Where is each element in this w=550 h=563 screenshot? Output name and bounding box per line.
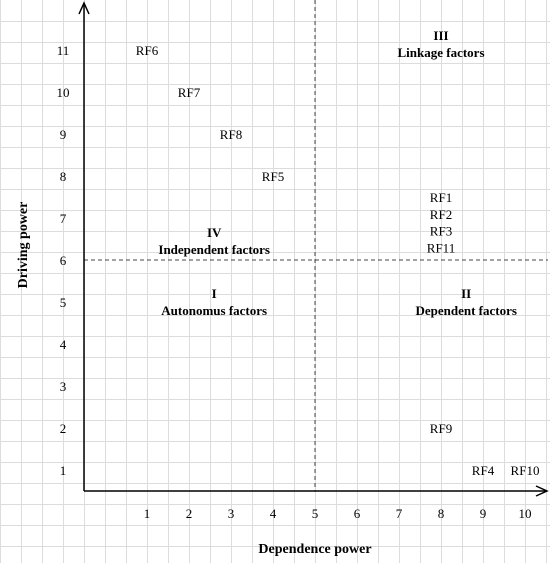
- x-tick-label: 8: [438, 506, 445, 521]
- tick-labels: 12345678910111234567891011: [57, 43, 532, 521]
- quadrant-name: Linkage factors: [397, 45, 484, 60]
- x-axis-arrow: [535, 485, 549, 497]
- y-axis-label: Driving power: [16, 202, 31, 289]
- y-tick-label: 4: [60, 337, 67, 352]
- y-tick-label: 8: [60, 169, 67, 184]
- y-tick-label: 2: [60, 421, 67, 436]
- data-point-label: RF5: [262, 169, 284, 184]
- y-axis-arrow: [78, 1, 90, 15]
- y-tick-label: 5: [60, 295, 67, 310]
- quadrant-dividers: [84, 0, 548, 491]
- quadrant-numeral: III: [433, 28, 448, 43]
- x-tick-label: 3: [228, 506, 235, 521]
- x-tick-label: 5: [312, 506, 319, 521]
- x-tick-label: 4: [270, 506, 277, 521]
- quadrant-numeral: I: [212, 286, 217, 301]
- x-tick-label: 10: [519, 506, 532, 521]
- data-point-label: RF3: [430, 224, 452, 239]
- data-point-label: RF8: [220, 127, 242, 142]
- quadrant-name: Autonomus factors: [161, 303, 267, 318]
- y-tick-label: 3: [60, 379, 67, 394]
- quadrant-numeral: IV: [207, 225, 222, 240]
- x-tick-label: 7: [396, 506, 403, 521]
- quadrant-name: Dependent factors: [415, 303, 516, 318]
- y-tick-label: 1: [60, 463, 67, 478]
- data-point-label: RF4: [472, 463, 495, 478]
- data-point-label: RF10: [511, 463, 540, 478]
- data-point-label: RF7: [178, 85, 201, 100]
- x-axis-label: Dependence power: [258, 542, 371, 557]
- y-tick-label: 11: [57, 43, 70, 58]
- data-point-label: RF6: [136, 43, 159, 58]
- quadrant-numeral: II: [461, 286, 471, 301]
- data-point-label: RF2: [430, 207, 452, 222]
- y-tick-label: 6: [60, 253, 67, 268]
- axes: [78, 1, 549, 497]
- y-tick-label: 7: [60, 211, 67, 226]
- x-tick-label: 6: [354, 506, 361, 521]
- data-point-label: RF9: [430, 421, 452, 436]
- quadrant-name: Independent factors: [158, 242, 270, 257]
- x-tick-label: 1: [144, 506, 151, 521]
- x-tick-label: 2: [186, 506, 193, 521]
- y-tick-label: 10: [57, 85, 70, 100]
- x-tick-label: 9: [480, 506, 487, 521]
- y-tick-label: 9: [60, 127, 67, 142]
- data-point-label: RF1: [430, 190, 452, 205]
- data-point-label: RF11: [427, 240, 455, 255]
